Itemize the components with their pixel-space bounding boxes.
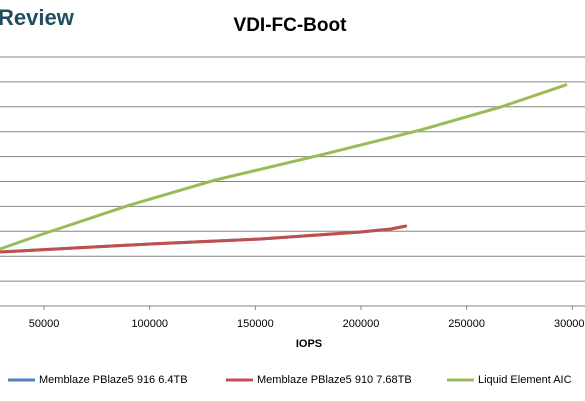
legend-label: Liquid Element AIC xyxy=(478,374,572,386)
x-tick-label: 50000 xyxy=(29,318,60,330)
x-tick-label: 300000 xyxy=(554,318,585,330)
legend-label: Memblaze PBlaze5 916 6.4TB xyxy=(39,374,188,386)
x-tick-label: 150000 xyxy=(237,318,274,330)
chart-title: VDI-FC-Boot xyxy=(234,15,348,36)
data-line xyxy=(0,83,568,251)
data-line xyxy=(0,224,408,254)
x-tick-label: 200000 xyxy=(343,318,380,330)
x-tick-label: 250000 xyxy=(448,318,485,330)
brand-logo: Review xyxy=(0,5,75,30)
legend-label: Memblaze PBlaze5 910 7.68TB xyxy=(257,374,412,386)
x-tick-label: 100000 xyxy=(131,318,168,330)
x-axis-label: IOPS xyxy=(296,338,322,350)
